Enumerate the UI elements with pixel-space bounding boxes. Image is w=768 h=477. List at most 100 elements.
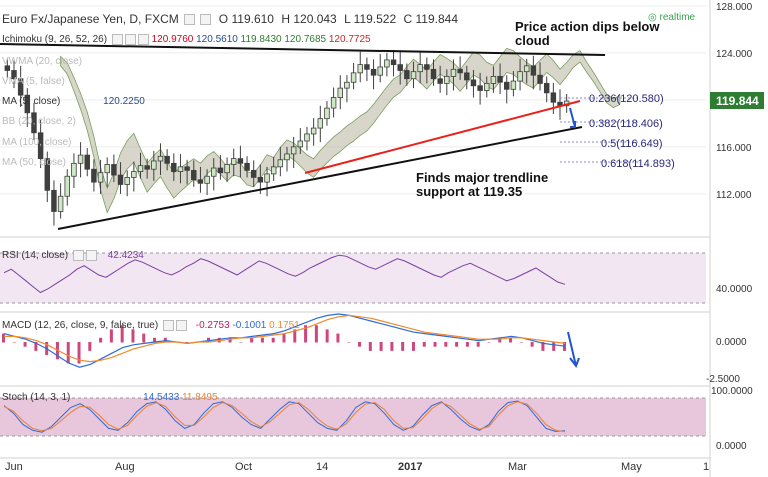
- macd-histogram: [2, 325, 566, 364]
- candle-body: [537, 74, 543, 84]
- macd-histogram-bar: [99, 337, 103, 343]
- candle-body: [543, 83, 550, 94]
- visibility-button[interactable]: [200, 14, 212, 26]
- vwma-legend[interactable]: VWMA (20, close): [2, 56, 83, 67]
- macd-axis-low: -2.5000: [706, 374, 740, 385]
- macd-histogram-bar: [552, 342, 556, 351]
- chart-title-row: Euro Fx/Japanese Yen, D, FXCM O 119.610 …: [2, 12, 458, 26]
- grid-lines: [0, 5, 706, 195]
- macd-histogram-bar: [12, 342, 16, 343]
- macd-histogram-bar: [239, 342, 243, 343]
- ma50-legend[interactable]: MA (50, close): [2, 157, 66, 168]
- rsi-legend[interactable]: RSI (14, close) 42.4234: [2, 250, 144, 262]
- macd-histogram-bar: [314, 325, 318, 343]
- stoch-legend[interactable]: Stoch (14, 3, 1) 14.5433 11.8495: [2, 392, 218, 403]
- candle-body: [277, 159, 284, 168]
- red-trendline: [304, 100, 581, 174]
- x-tick-2017: 2017: [398, 461, 423, 473]
- y-tick-label: 124.000: [716, 49, 753, 60]
- candle-body: [171, 162, 177, 172]
- candle-body: [31, 112, 37, 134]
- macd-histogram-bar: [390, 342, 394, 351]
- candle-body: [430, 68, 437, 80]
- candle-body: [484, 83, 490, 91]
- macd-histogram-bar: [498, 337, 502, 343]
- macd-legend[interactable]: MACD (12, 26, close, 9, false, true) -0.…: [2, 320, 300, 332]
- rsi-settings-button[interactable]: [72, 250, 84, 261]
- candle-body: [137, 165, 144, 172]
- macd-histogram-bar: [347, 342, 351, 343]
- candle-body: [530, 65, 537, 76]
- candle-body: [464, 72, 470, 81]
- candle-body: [91, 168, 97, 183]
- ma5-legend[interactable]: MA (5, close) 120.2250: [2, 96, 145, 107]
- macd-histogram-bar: [250, 337, 254, 343]
- candle-body: [57, 195, 64, 212]
- macd-histogram-bar: [185, 342, 189, 343]
- current-price-marker: [710, 92, 764, 109]
- candle-body: [264, 173, 270, 183]
- ma100-legend[interactable]: MA (100, close): [2, 137, 72, 148]
- candle-body: [310, 127, 317, 135]
- settings-button[interactable]: [184, 14, 196, 26]
- candle-body: [164, 155, 170, 164]
- candle-body: [144, 165, 150, 170]
- candle-body: [131, 171, 137, 178]
- macd-histogram-bar: [509, 337, 513, 343]
- candle-body: [224, 164, 230, 174]
- candle-body: [304, 133, 310, 142]
- macd-histogram-bar: [358, 342, 362, 347]
- candle-body: [444, 75, 450, 84]
- macd-histogram-bar: [228, 337, 232, 343]
- candle-body: [284, 153, 290, 161]
- ichimoku-settings-button[interactable]: [111, 34, 123, 45]
- macd-histogram-bar: [271, 337, 275, 343]
- candle-body: [330, 97, 337, 109]
- macd-histogram-bar: [2, 333, 5, 343]
- candle-body: [317, 118, 324, 129]
- candle-body: [204, 175, 210, 184]
- candle-body: [250, 169, 257, 178]
- vma-legend[interactable]: VMA (5, false): [2, 76, 65, 87]
- macd-signal-line: [4, 314, 566, 363]
- candle-body: [84, 154, 90, 170]
- ichimoku-close-button[interactable]: [137, 34, 149, 45]
- close-label: C: [403, 12, 413, 26]
- trendlines: [0, 43, 640, 230]
- macd-histogram-bar: [109, 329, 113, 343]
- macd-axis-zero: 0.0000: [716, 337, 747, 348]
- candle-body: [437, 78, 443, 84]
- candle-body: [24, 94, 31, 114]
- stoch-k-line: [3, 400, 566, 433]
- macd-histogram-bar: [23, 342, 27, 347]
- panel-separators: [0, 0, 711, 477]
- macd-histogram-bar: [368, 342, 372, 351]
- candle-body: [11, 70, 17, 80]
- rsi-close-button[interactable]: [85, 250, 97, 261]
- candle-body: [390, 59, 397, 66]
- macd-panel: [2, 313, 580, 369]
- down-arrow-icon: [569, 107, 576, 128]
- open-value: 119.610: [231, 12, 274, 26]
- candle-body: [350, 72, 357, 83]
- candle-body: [230, 158, 237, 165]
- ichimoku-visibility-button[interactable]: [124, 34, 136, 45]
- candle-body: [104, 164, 110, 174]
- resistance-trendline: [0, 43, 606, 56]
- ichimoku-legend[interactable]: Ichimoku (9, 26, 52, 26) 120.9760 120.56…: [2, 34, 371, 46]
- stoch-panel: [0, 397, 706, 437]
- candle-body: [71, 162, 77, 177]
- macd-histogram-bar: [401, 342, 405, 351]
- macd-histogram-bar: [465, 342, 469, 347]
- bb-legend[interactable]: BB (20, close, 2): [2, 116, 76, 127]
- x-tick-mar: Mar: [508, 461, 527, 473]
- macd-histogram-bar: [530, 342, 534, 347]
- macd-histogram-bar: [455, 342, 459, 347]
- macd-settings-button[interactable]: [162, 320, 174, 331]
- candle-body: [77, 154, 84, 164]
- candle-body: [450, 68, 457, 77]
- annotation-trendline-support: Finds major trendline support at 119.35: [416, 170, 549, 199]
- candle-body: [457, 68, 463, 74]
- macd-close-button[interactable]: [175, 320, 187, 331]
